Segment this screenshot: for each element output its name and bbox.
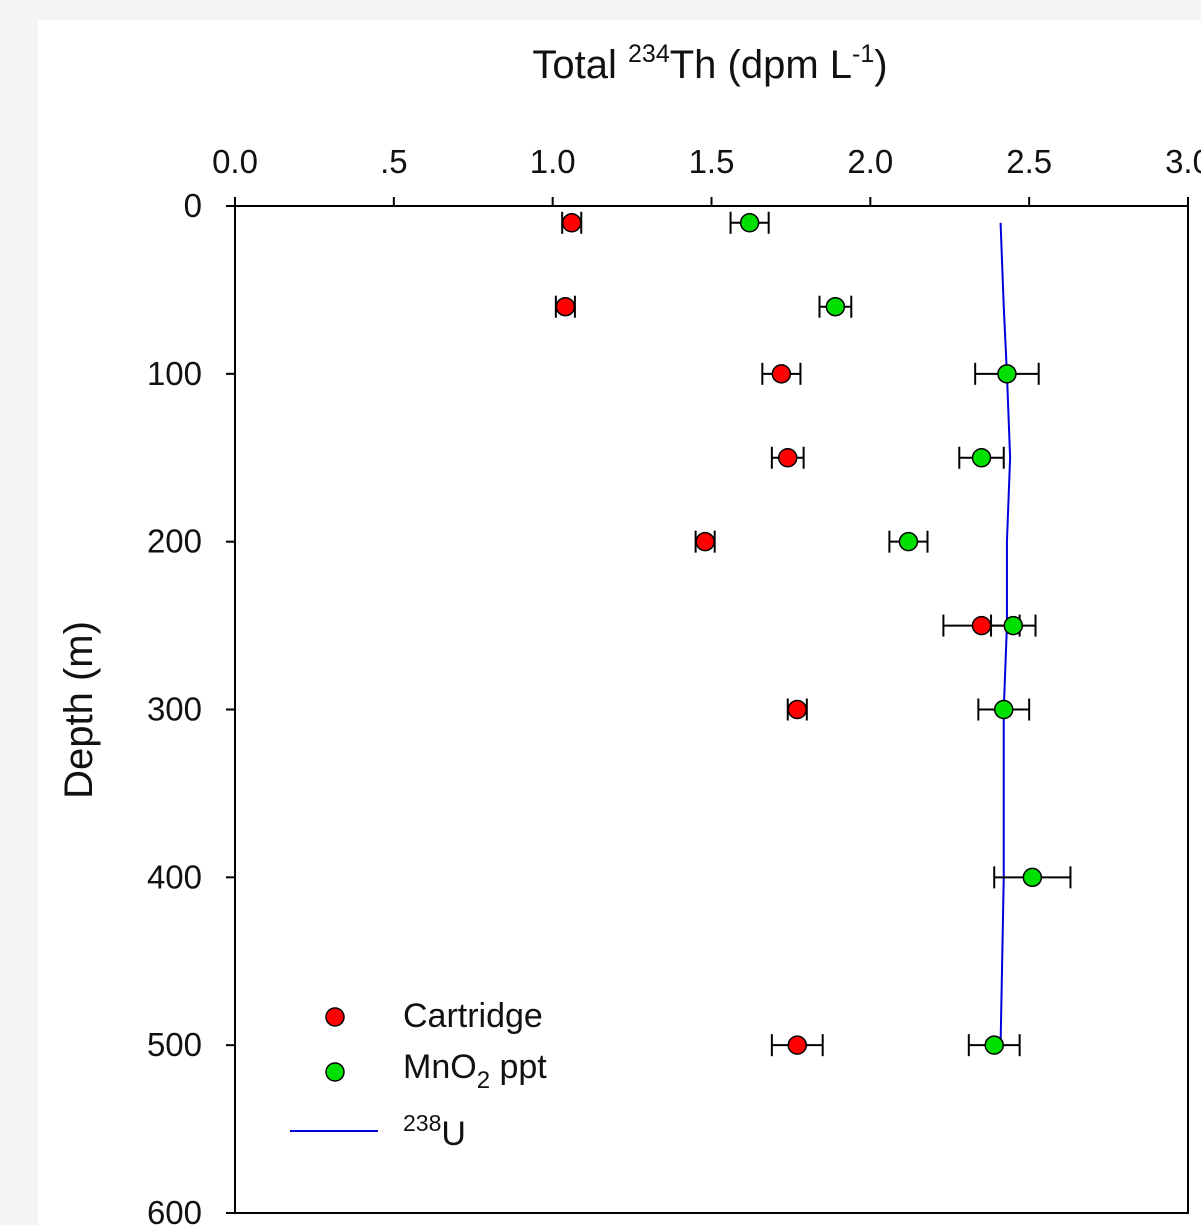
x-tick-label: 2.5: [1006, 143, 1052, 180]
legend: Cartridge MnO2 ppt 238U: [290, 997, 547, 1153]
x-tick-label: 1.5: [689, 143, 735, 180]
y-tick-label: 400: [147, 858, 202, 895]
x-tick-label: 3.0: [1165, 143, 1201, 180]
legend-label-mno2: MnO2 ppt: [403, 1048, 547, 1094]
mno2-point: [997, 364, 1017, 384]
x-axis-title-sup: 234: [628, 40, 670, 68]
x-axis-title-suffix: ): [874, 43, 887, 87]
x-tick-label: 0.0: [212, 143, 258, 180]
cartridge-point: [695, 531, 715, 552]
plot-frame: [234, 205, 1189, 1214]
x-tick-label: 1.0: [530, 143, 576, 180]
cartridge-point: [971, 615, 992, 636]
cartridge-point: [771, 364, 792, 384]
x-tick-label: .5: [380, 143, 408, 180]
y-tick-label: 100: [147, 355, 202, 392]
u238-line: [999, 222, 1012, 1046]
y-tick-label: 0: [184, 187, 202, 224]
y-tick-label: 200: [147, 523, 202, 560]
x-axis-title-middle: Th (dpm L: [670, 43, 852, 87]
legend-label-u238: 238U: [403, 1110, 466, 1153]
plot-layer: [554, 211, 1072, 1057]
legend-label-cartridge: Cartridge: [403, 997, 543, 1035]
cartridge-point: [777, 448, 798, 468]
x-axis-title: Total 234Th (dpm L-1): [532, 40, 887, 87]
legend-marker-cartridge: [325, 1007, 345, 1027]
axes-layer: 0.0 .5 1.0 1.5 2.0 2.5 3.0 0 100 200 300 400 500 600: [147, 143, 1201, 1225]
y-tick-label: 500: [147, 1026, 202, 1063]
mno2-point: [1022, 867, 1043, 888]
mno2-point: [971, 448, 992, 468]
mno2-point: [739, 213, 760, 233]
y-tick-label: 300: [147, 691, 202, 728]
cartridge-point: [787, 699, 808, 720]
mno2-point: [898, 531, 919, 552]
mno2-point: [1003, 615, 1024, 636]
cartridge-point: [561, 213, 582, 233]
legend-marker-mno2: [325, 1062, 345, 1082]
cartridge-point: [787, 1035, 808, 1055]
mno2-point: [994, 699, 1014, 720]
mno2-point: [825, 296, 846, 317]
y-axis-title: Depth (m): [57, 621, 101, 799]
x-tick-label: 2.0: [847, 143, 893, 180]
y-tick-label: 600: [147, 1194, 202, 1225]
cartridge-point: [555, 296, 576, 317]
mno2-point: [984, 1035, 1004, 1055]
x-axis-title-prefix: Total: [532, 43, 628, 87]
x-axis-title-sup2: -1: [852, 40, 874, 68]
